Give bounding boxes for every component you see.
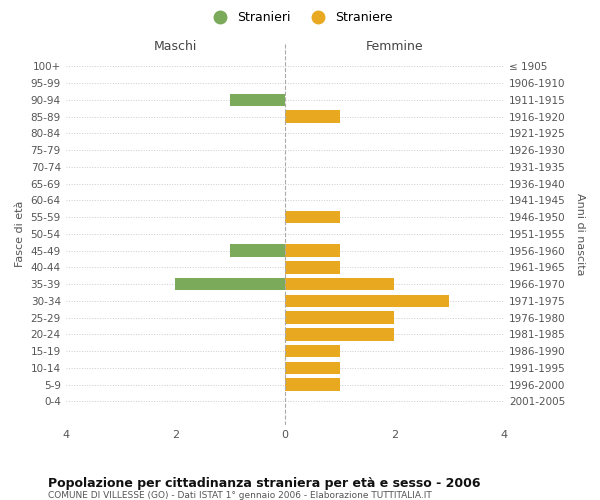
Text: COMUNE DI VILLESSE (GO) - Dati ISTAT 1° gennaio 2006 - Elaborazione TUTTITALIA.I: COMUNE DI VILLESSE (GO) - Dati ISTAT 1° … <box>48 491 432 500</box>
Y-axis label: Anni di nascita: Anni di nascita <box>575 192 585 275</box>
Bar <box>285 211 340 224</box>
Bar <box>285 345 340 358</box>
Bar <box>285 328 394 340</box>
Y-axis label: Fasce di età: Fasce di età <box>15 200 25 267</box>
Legend: Stranieri, Straniere: Stranieri, Straniere <box>202 6 398 29</box>
Bar <box>285 278 394 290</box>
Text: Popolazione per cittadinanza straniera per età e sesso - 2006: Popolazione per cittadinanza straniera p… <box>48 478 481 490</box>
Bar <box>285 261 340 274</box>
Bar <box>285 110 340 123</box>
Text: Maschi: Maschi <box>154 40 197 53</box>
Bar <box>230 244 285 257</box>
Bar <box>285 362 340 374</box>
Bar <box>285 312 394 324</box>
Bar <box>285 294 449 307</box>
Bar <box>175 278 285 290</box>
Bar <box>285 244 340 257</box>
Text: Femmine: Femmine <box>365 40 423 53</box>
Bar <box>285 378 340 391</box>
Bar <box>230 94 285 106</box>
